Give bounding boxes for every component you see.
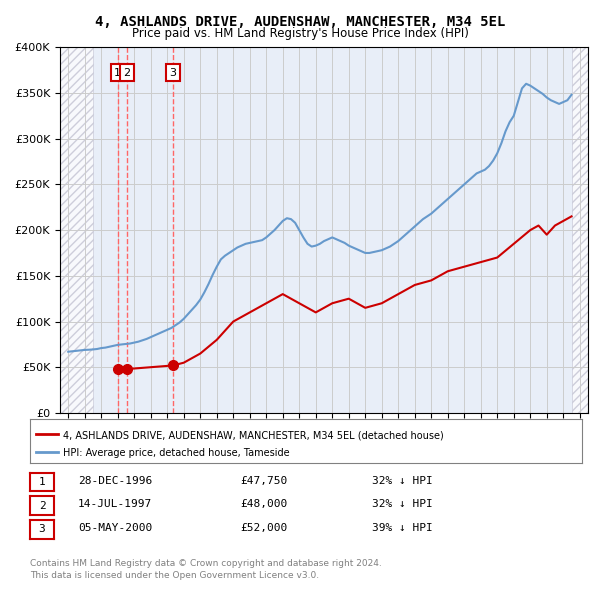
Text: 3: 3 [38, 525, 46, 534]
Text: Price paid vs. HM Land Registry's House Price Index (HPI): Price paid vs. HM Land Registry's House … [131, 27, 469, 40]
Text: £48,000: £48,000 [240, 500, 287, 509]
Text: £52,000: £52,000 [240, 523, 287, 533]
Text: 28-DEC-1996: 28-DEC-1996 [78, 476, 152, 486]
Text: HPI: Average price, detached house, Tameside: HPI: Average price, detached house, Tame… [63, 448, 290, 458]
Text: 1: 1 [38, 477, 46, 487]
Text: 4, ASHLANDS DRIVE, AUDENSHAW, MANCHESTER, M34 5EL: 4, ASHLANDS DRIVE, AUDENSHAW, MANCHESTER… [95, 15, 505, 29]
Text: 32% ↓ HPI: 32% ↓ HPI [372, 476, 433, 486]
Text: 1: 1 [114, 68, 121, 78]
Text: 39% ↓ HPI: 39% ↓ HPI [372, 523, 433, 533]
Text: 14-JUL-1997: 14-JUL-1997 [78, 500, 152, 509]
Text: 05-MAY-2000: 05-MAY-2000 [78, 523, 152, 533]
Text: Contains HM Land Registry data © Crown copyright and database right 2024.: Contains HM Land Registry data © Crown c… [30, 559, 382, 568]
Text: 4, ASHLANDS DRIVE, AUDENSHAW, MANCHESTER, M34 5EL (detached house): 4, ASHLANDS DRIVE, AUDENSHAW, MANCHESTER… [63, 431, 444, 441]
Bar [60, 47, 93, 413]
Text: 3: 3 [170, 68, 176, 78]
Text: £47,750: £47,750 [240, 476, 287, 486]
Text: This data is licensed under the Open Government Licence v3.0.: This data is licensed under the Open Gov… [30, 571, 319, 580]
Text: 32% ↓ HPI: 32% ↓ HPI [372, 500, 433, 509]
Text: 2: 2 [123, 68, 130, 78]
Text: 2: 2 [38, 501, 46, 510]
